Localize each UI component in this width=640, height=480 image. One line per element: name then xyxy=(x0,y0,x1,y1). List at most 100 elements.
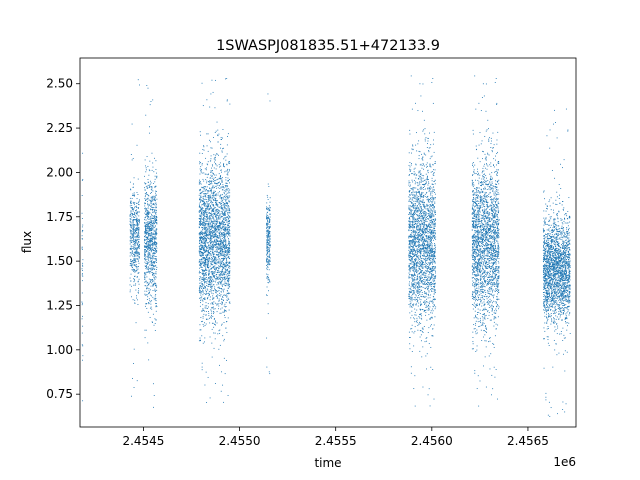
data-point xyxy=(205,201,207,203)
data-point xyxy=(208,295,210,297)
data-point xyxy=(417,188,419,190)
data-point xyxy=(145,210,147,212)
data-point xyxy=(136,248,138,250)
data-point xyxy=(213,227,215,229)
data-point xyxy=(430,193,431,195)
data-point xyxy=(228,231,230,233)
data-point xyxy=(213,347,215,349)
data-point xyxy=(204,305,206,307)
data-point xyxy=(220,170,222,171)
data-point xyxy=(130,201,132,202)
data-point xyxy=(427,244,429,246)
data-point xyxy=(267,251,269,253)
data-point xyxy=(434,289,436,291)
data-point xyxy=(434,276,436,278)
data-point xyxy=(150,233,152,235)
data-point xyxy=(410,256,411,258)
data-point xyxy=(226,278,228,280)
data-point xyxy=(202,187,204,189)
data-point xyxy=(208,266,210,268)
data-point xyxy=(147,184,149,186)
data-point xyxy=(145,182,147,184)
data-point xyxy=(211,164,213,166)
data-point xyxy=(269,246,271,248)
data-point xyxy=(204,237,206,239)
data-point xyxy=(213,137,214,138)
data-point xyxy=(136,235,138,237)
data-point xyxy=(200,170,202,171)
data-point xyxy=(221,241,223,243)
data-point xyxy=(419,330,421,332)
data-point xyxy=(210,200,212,202)
data-point xyxy=(429,249,431,251)
data-point xyxy=(206,186,208,188)
data-point xyxy=(268,227,270,229)
data-point xyxy=(229,248,231,250)
data-point xyxy=(229,189,231,191)
data-point xyxy=(228,243,229,244)
data-point xyxy=(156,233,158,235)
data-point xyxy=(225,197,227,199)
data-point xyxy=(150,200,152,202)
data-point xyxy=(130,265,132,267)
data-point xyxy=(137,272,139,274)
data-point xyxy=(434,285,436,287)
data-point xyxy=(210,220,212,222)
data-point xyxy=(223,264,225,266)
data-point xyxy=(138,230,140,232)
data-point xyxy=(134,236,136,238)
data-point xyxy=(212,205,214,207)
data-point xyxy=(200,236,202,238)
data-point xyxy=(143,245,145,247)
data-point xyxy=(435,233,436,235)
data-point xyxy=(130,207,132,209)
data-point xyxy=(266,220,268,222)
data-point xyxy=(416,241,418,243)
data-point xyxy=(228,162,230,164)
data-point xyxy=(220,223,222,225)
data-point xyxy=(148,247,149,249)
data-point xyxy=(229,250,230,251)
data-point xyxy=(134,258,136,260)
data-point xyxy=(207,150,209,152)
data-point xyxy=(419,83,421,85)
data-point xyxy=(210,171,212,173)
data-point xyxy=(201,204,203,206)
data-point xyxy=(203,189,205,191)
data-point xyxy=(131,225,133,227)
data-point xyxy=(203,201,205,203)
data-point xyxy=(201,242,202,243)
data-point xyxy=(202,308,204,310)
data-point xyxy=(144,254,146,256)
data-point xyxy=(220,287,222,289)
data-point xyxy=(147,213,149,215)
data-point xyxy=(267,229,269,231)
data-point xyxy=(201,296,203,298)
data-point xyxy=(135,248,137,250)
data-point xyxy=(154,297,156,299)
data-point xyxy=(219,247,221,249)
data-point xyxy=(409,296,411,298)
data-point xyxy=(155,206,157,208)
data-point xyxy=(216,217,218,219)
data-point xyxy=(203,216,205,218)
data-point xyxy=(210,276,211,278)
data-point xyxy=(156,266,158,268)
data-point xyxy=(202,197,204,199)
data-point xyxy=(414,181,416,183)
data-point xyxy=(205,259,207,260)
data-point xyxy=(417,221,419,223)
data-point xyxy=(144,255,146,257)
data-point xyxy=(138,204,140,206)
data-point xyxy=(418,291,420,293)
data-point xyxy=(210,253,212,255)
data-point xyxy=(224,205,226,207)
data-point xyxy=(154,210,156,212)
data-point xyxy=(215,248,217,250)
data-point xyxy=(199,291,201,293)
data-point xyxy=(205,307,207,309)
data-point xyxy=(425,276,427,278)
data-point xyxy=(144,189,146,191)
data-point xyxy=(149,307,151,309)
data-point xyxy=(152,227,154,229)
